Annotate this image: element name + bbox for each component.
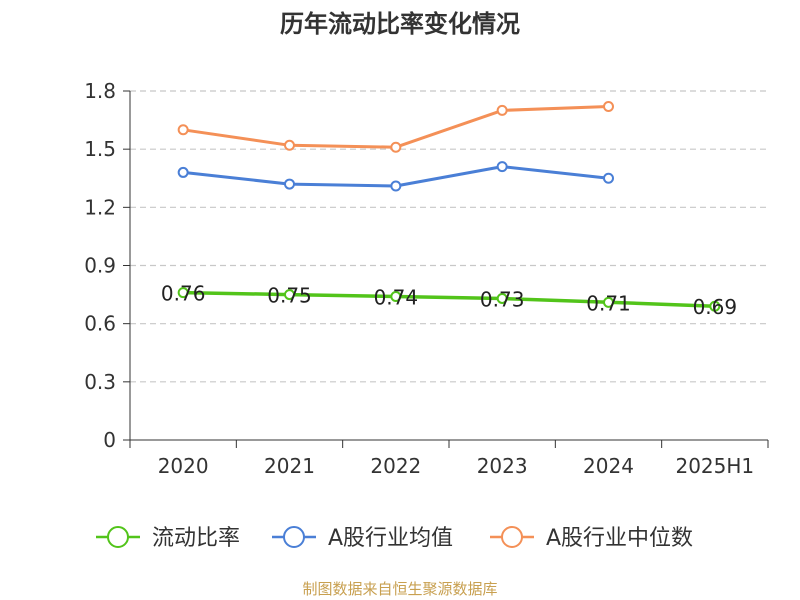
- x-tick-label: 2025H1: [675, 454, 754, 478]
- x-tick-label: 2021: [264, 454, 315, 478]
- y-tick-label: 1.5: [84, 137, 116, 161]
- y-tick-label: 0.3: [84, 370, 116, 394]
- data-point: [603, 296, 614, 308]
- legend-marker: [501, 526, 523, 548]
- x-tick-label: 2024: [583, 454, 634, 478]
- data-label: 0.69: [693, 295, 738, 319]
- legend-marker: [283, 526, 305, 548]
- x-tick-label: 2022: [370, 454, 421, 478]
- legend-marker: [107, 526, 129, 548]
- y-tick-label: 0: [103, 428, 116, 452]
- data-label-layer: 0.76 0.75 0.74 0.73 0.71 0.69: [161, 282, 737, 320]
- legend-label: A股行业均值: [328, 526, 453, 551]
- data-label: 0.74: [374, 286, 419, 310]
- legend-label: 流动比率: [152, 526, 240, 551]
- data-point: [177, 287, 189, 299]
- data-point: [177, 166, 189, 178]
- data-point: [390, 291, 402, 303]
- y-tick-label: 0.9: [84, 254, 116, 278]
- data-point: [709, 300, 721, 312]
- source-note: 制图数据来自恒生聚源数据库: [302, 580, 497, 598]
- data-label: 0.75: [267, 284, 312, 308]
- chart-title: 历年流动比率变化情况: [280, 10, 520, 38]
- legend-label: A股行业中位数: [546, 526, 693, 551]
- data-label: 0.71: [586, 291, 631, 315]
- data-point: [177, 124, 189, 136]
- series-layer: [177, 101, 721, 312]
- data-point: [390, 141, 402, 153]
- data-point: [284, 178, 295, 190]
- y-tick-label: 0.6: [84, 312, 116, 336]
- data-point: [496, 292, 508, 304]
- data-point: [284, 139, 295, 151]
- data-point: [390, 180, 402, 192]
- grid-layer: [130, 90, 768, 383]
- data-point: [496, 104, 508, 116]
- series-line: [182, 105, 609, 149]
- y-tick-label: 1.2: [84, 195, 116, 219]
- axis-layer: 0 0.3 0.6 0.9 1.2 1.5 1.8 2020 2021 2022 2023 2024 2…: [84, 79, 769, 478]
- data-label: 0.73: [480, 287, 525, 311]
- series-line: [183, 290, 715, 308]
- legend: 流动比率 A股行业均值 A股行业中位数: [96, 526, 693, 551]
- data-label: 0.76: [161, 282, 206, 306]
- data-point: [284, 289, 295, 301]
- data-point: [603, 172, 614, 184]
- data-point: [603, 101, 614, 113]
- data-point: [496, 161, 508, 173]
- y-tick-label: 1.8: [84, 79, 116, 103]
- x-tick-label: 2020: [158, 454, 209, 478]
- x-tick-label: 2023: [477, 454, 528, 478]
